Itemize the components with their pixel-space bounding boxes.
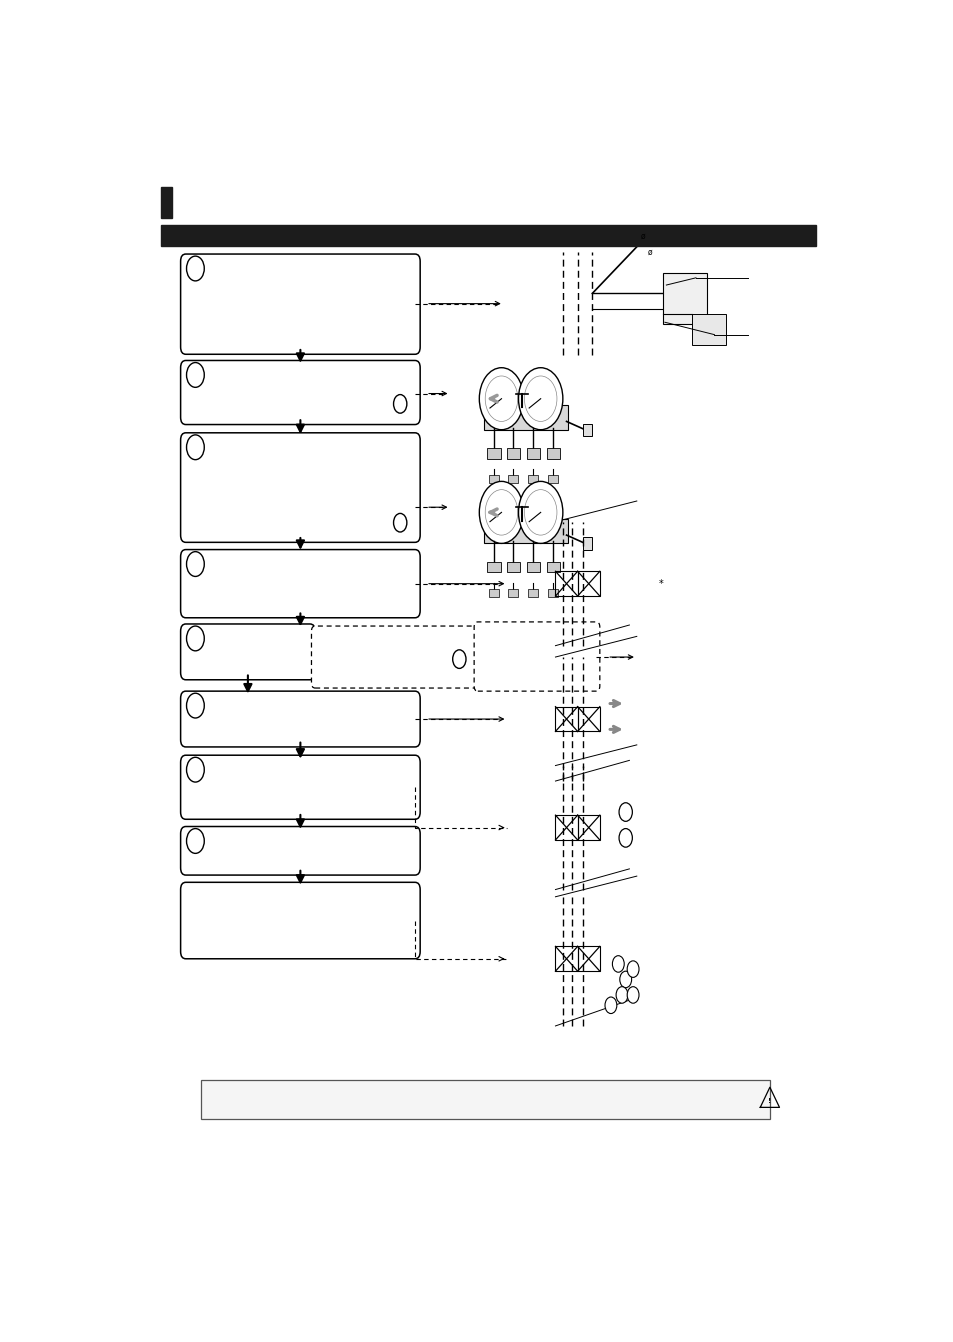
Circle shape bbox=[187, 625, 204, 651]
Bar bbox=[488, 475, 498, 483]
Bar bbox=[487, 562, 500, 572]
Bar bbox=[555, 946, 577, 972]
Bar bbox=[547, 589, 558, 597]
FancyBboxPatch shape bbox=[483, 518, 567, 544]
Bar bbox=[577, 815, 599, 840]
FancyBboxPatch shape bbox=[474, 621, 599, 691]
FancyBboxPatch shape bbox=[180, 254, 419, 354]
Bar bbox=[161, 187, 172, 217]
Bar bbox=[488, 589, 498, 597]
Circle shape bbox=[616, 986, 627, 1004]
Bar bbox=[161, 225, 816, 246]
Bar bbox=[547, 475, 558, 483]
Circle shape bbox=[187, 362, 204, 388]
Bar bbox=[577, 707, 599, 731]
Bar bbox=[692, 314, 724, 345]
Bar bbox=[555, 572, 577, 596]
FancyBboxPatch shape bbox=[180, 433, 419, 542]
Circle shape bbox=[187, 757, 204, 782]
Circle shape bbox=[478, 368, 523, 429]
Circle shape bbox=[187, 552, 204, 577]
Circle shape bbox=[485, 376, 517, 421]
Circle shape bbox=[478, 482, 523, 544]
FancyBboxPatch shape bbox=[180, 756, 419, 819]
FancyBboxPatch shape bbox=[311, 625, 477, 688]
Bar bbox=[662, 272, 706, 325]
Bar bbox=[506, 448, 519, 459]
Bar bbox=[582, 424, 591, 436]
Bar bbox=[577, 572, 599, 596]
Circle shape bbox=[619, 972, 631, 988]
FancyBboxPatch shape bbox=[180, 550, 419, 617]
Bar bbox=[200, 1080, 769, 1119]
Circle shape bbox=[626, 986, 639, 1004]
FancyBboxPatch shape bbox=[180, 882, 419, 958]
Bar bbox=[508, 589, 518, 597]
Bar bbox=[555, 707, 577, 731]
Circle shape bbox=[453, 650, 465, 668]
Bar bbox=[546, 448, 559, 459]
Circle shape bbox=[518, 482, 562, 544]
FancyBboxPatch shape bbox=[483, 405, 567, 429]
Text: ø: ø bbox=[639, 232, 644, 242]
Bar bbox=[526, 562, 539, 572]
FancyBboxPatch shape bbox=[180, 624, 314, 680]
Circle shape bbox=[604, 997, 617, 1013]
Text: ø: ø bbox=[647, 247, 652, 256]
Bar bbox=[577, 946, 599, 972]
Bar bbox=[528, 475, 537, 483]
Bar bbox=[508, 475, 518, 483]
Bar bbox=[546, 562, 559, 572]
FancyBboxPatch shape bbox=[180, 691, 419, 747]
Bar bbox=[506, 562, 519, 572]
Circle shape bbox=[618, 803, 632, 821]
Bar bbox=[528, 589, 537, 597]
Text: !: ! bbox=[767, 1098, 771, 1103]
Circle shape bbox=[485, 490, 517, 535]
Circle shape bbox=[612, 956, 623, 972]
Circle shape bbox=[187, 435, 204, 460]
Bar bbox=[487, 448, 500, 459]
FancyBboxPatch shape bbox=[180, 827, 419, 875]
Circle shape bbox=[394, 514, 406, 531]
Bar bbox=[555, 815, 577, 840]
Circle shape bbox=[394, 395, 406, 413]
Bar bbox=[582, 537, 591, 550]
FancyBboxPatch shape bbox=[180, 361, 419, 424]
Circle shape bbox=[626, 961, 639, 977]
Circle shape bbox=[524, 490, 557, 535]
Circle shape bbox=[187, 256, 204, 280]
Circle shape bbox=[187, 828, 204, 854]
Text: *: * bbox=[659, 578, 663, 589]
Circle shape bbox=[187, 694, 204, 718]
Circle shape bbox=[618, 828, 632, 847]
Circle shape bbox=[518, 368, 562, 429]
Bar bbox=[526, 448, 539, 459]
Circle shape bbox=[524, 376, 557, 421]
